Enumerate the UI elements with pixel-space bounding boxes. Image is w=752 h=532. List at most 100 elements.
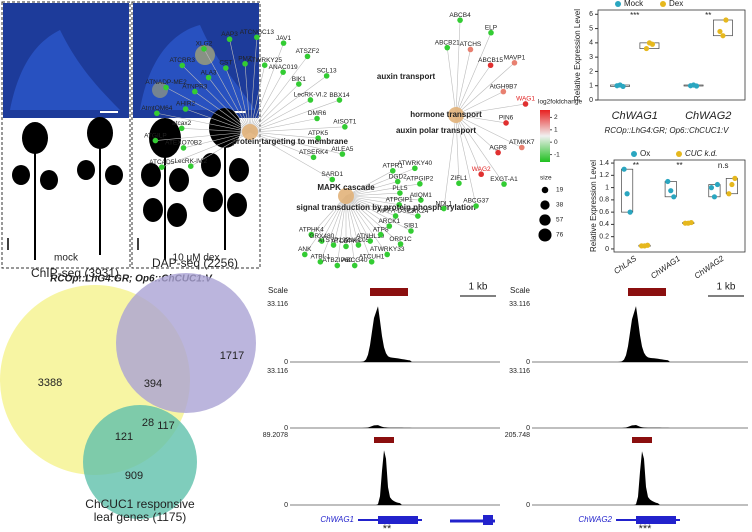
gene-node — [317, 258, 324, 265]
edge — [311, 195, 347, 235]
y-tick-label: 1.2 — [599, 172, 609, 179]
edge — [455, 32, 492, 116]
gene-label: AtSOT1 — [333, 119, 357, 126]
point — [624, 191, 630, 197]
gene-node — [342, 124, 348, 130]
edge — [182, 65, 251, 133]
edge — [345, 195, 356, 266]
gene-node — [310, 154, 317, 161]
point — [620, 83, 626, 90]
edge — [455, 20, 461, 116]
significance: *** — [639, 523, 653, 532]
gene-label: BBX14 — [329, 92, 350, 99]
gene-label: atcax2 — [172, 120, 192, 127]
legend-swatch — [660, 1, 666, 7]
venn-set-label: DAP-seq (2256) — [152, 256, 238, 270]
venn-count: 117 — [157, 420, 175, 432]
term-label: signal transduction by protein phosphory… — [296, 203, 476, 212]
edge — [249, 126, 345, 133]
track-max: 33.116 — [267, 301, 288, 308]
gene-node — [304, 53, 311, 60]
gene-node — [307, 97, 314, 103]
y-tick-label: 5 — [589, 25, 593, 32]
gene-label: ATPGIP1 — [386, 196, 413, 203]
gene-node — [503, 120, 509, 126]
edge — [203, 48, 251, 133]
leaflet — [227, 193, 247, 217]
gene-label: JAV1 — [276, 35, 291, 42]
point — [668, 188, 674, 194]
gene-node — [334, 262, 341, 269]
gene-label: ATP8 — [373, 226, 389, 233]
plot-frame — [597, 9, 746, 101]
y-tick-label: 1.4 — [599, 160, 609, 167]
edge — [249, 131, 319, 139]
size-label: 19 — [556, 187, 564, 194]
leaflet — [141, 163, 161, 187]
gene-node — [226, 36, 233, 43]
gene-node — [351, 262, 358, 269]
edge — [455, 114, 505, 185]
venn-set-label: ChCUC1 responsive leaf genes (1175) — [85, 497, 195, 524]
track-min: 0 — [526, 502, 530, 509]
gene-label: CST — [219, 60, 232, 67]
edge — [320, 195, 347, 262]
edge — [190, 131, 251, 167]
gene-node — [178, 125, 185, 132]
edge — [249, 99, 311, 133]
track-max: 33.116 — [267, 368, 288, 375]
leaflet — [229, 158, 249, 182]
gene-node — [158, 164, 165, 170]
gene-label: LecRK-VI.2 — [294, 92, 328, 99]
gene-node — [367, 238, 374, 244]
gene-label: LecRK-IV.2 — [174, 158, 207, 165]
edge — [345, 195, 359, 246]
y-tick-label: 4 — [589, 40, 593, 47]
venn-count: 121 — [115, 431, 133, 443]
legend-title: size — [540, 175, 552, 182]
edge — [455, 65, 491, 116]
y-tick-label: 0 — [589, 97, 593, 104]
gene-node — [205, 74, 212, 81]
edge — [345, 167, 415, 197]
edge — [304, 195, 347, 255]
gene-node — [152, 137, 159, 144]
gene-label: ATCRR3 — [169, 57, 195, 64]
gene-label: ANK — [298, 246, 312, 253]
track-max: 89.2078 — [263, 432, 288, 439]
leaflet — [40, 170, 58, 190]
gene-label: AAP3 — [221, 31, 238, 38]
gene-node — [457, 17, 463, 23]
gene-node — [187, 163, 194, 169]
gene-node — [518, 144, 525, 151]
gene-node — [487, 62, 494, 69]
gene-node — [180, 145, 187, 151]
edge — [336, 195, 347, 266]
gene-node — [280, 69, 286, 75]
point — [732, 175, 738, 181]
edge — [455, 49, 471, 116]
point — [671, 194, 677, 200]
edge — [455, 114, 522, 148]
gene-node — [522, 101, 529, 107]
gene-node — [355, 242, 362, 248]
gene-label: SARD1 — [321, 171, 343, 178]
legend-swatch — [631, 151, 637, 157]
venn-count: 394 — [144, 378, 162, 390]
gene-node — [412, 165, 418, 172]
legend-label: Ox — [640, 149, 650, 158]
gene-label: ANAC055 — [344, 237, 373, 244]
track-min: 0 — [526, 425, 530, 432]
leaflet — [87, 117, 113, 149]
x-tick-label: ChLAS — [612, 254, 638, 276]
gene-label: ATPGIP2 — [406, 176, 433, 183]
edge — [345, 195, 421, 201]
gene-label: ATSERK4 — [299, 149, 329, 156]
gene-node — [329, 176, 336, 183]
edge — [345, 181, 398, 197]
gene-node — [339, 151, 346, 157]
gene-label: ATNADP-ME2 — [145, 79, 187, 86]
venn-count: 3388 — [38, 377, 62, 389]
